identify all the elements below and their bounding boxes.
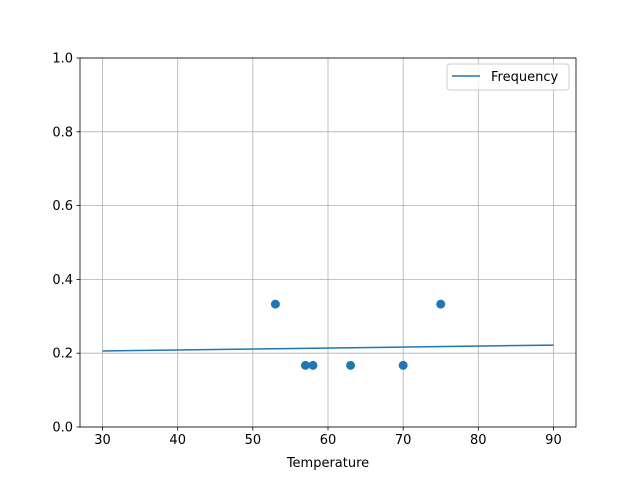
y-tick-label: 0.8: [52, 125, 73, 140]
scatter-point: [436, 299, 446, 309]
x-tick-label: 50: [245, 433, 262, 448]
scatter-point: [270, 299, 280, 309]
x-tick-label: 60: [320, 433, 337, 448]
scatter-point: [308, 360, 318, 370]
y-tick-label: 0.0: [52, 421, 73, 436]
scatter-point: [398, 360, 408, 370]
ticks: 30 40 50 60 70 80 90 0.0 0.2 0.4 0.6 0.8 1.0: [52, 52, 561, 449]
legend-box: [446, 63, 570, 91]
frequency-line: [102, 344, 554, 352]
y-tick-label: 0.2: [52, 347, 73, 362]
series: [102, 299, 554, 370]
x-tick-label: 70: [395, 433, 412, 448]
x-tick-label: 80: [470, 433, 487, 448]
x-axis-label: Temperature: [286, 456, 369, 471]
y-tick-label: 1.0: [52, 52, 73, 67]
legend-label: Frequency: [491, 70, 558, 85]
scatter-point: [300, 360, 310, 370]
scatter-point: [346, 360, 356, 370]
y-tick-label: 0.4: [52, 273, 73, 288]
legend: Frequency: [446, 63, 570, 91]
y-tick-label: 0.6: [52, 199, 73, 214]
grid: [80, 57, 576, 428]
x-tick-label: 30: [94, 433, 111, 448]
x-tick-label: 40: [169, 433, 186, 448]
x-tick-label: 90: [545, 433, 562, 448]
